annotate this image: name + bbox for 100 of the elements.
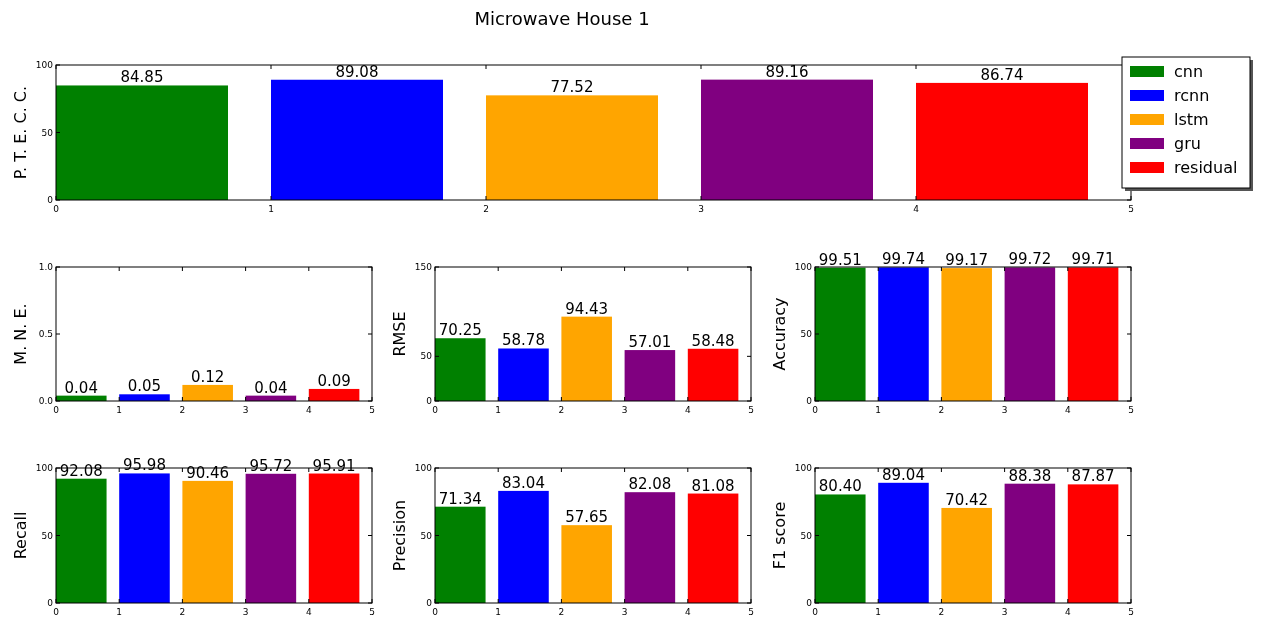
bar — [1067, 484, 1119, 603]
bar — [687, 493, 739, 603]
data-label: 88.38 — [1008, 466, 1052, 485]
x-tick-label: 5 — [1128, 405, 1134, 415]
y-tick-label: 50 — [800, 530, 813, 541]
data-label: 99.51 — [818, 250, 862, 269]
bar — [561, 525, 612, 603]
bar — [435, 338, 486, 401]
chart-title: Microwave House 1 — [474, 8, 650, 29]
bar — [624, 350, 676, 401]
bar — [182, 480, 233, 603]
data-label: 90.46 — [186, 463, 230, 482]
x-tick-label: 4 — [913, 204, 920, 214]
data-label: 80.40 — [818, 477, 862, 496]
x-tick-label: 5 — [369, 607, 375, 617]
bar — [941, 507, 992, 603]
data-label: 95.72 — [249, 456, 293, 475]
y-axis-title: Recall — [11, 511, 30, 560]
x-tick-label: 4 — [305, 405, 312, 415]
x-tick-label: 3 — [621, 607, 628, 617]
data-label: 0.04 — [64, 378, 98, 397]
legend-label: lstm — [1174, 110, 1209, 129]
data-label: 89.04 — [882, 465, 925, 484]
y-tick-label: 100 — [794, 463, 813, 473]
data-label: 95.98 — [123, 456, 166, 475]
y-tick-label: 50 — [41, 530, 54, 541]
x-tick-label: 4 — [1064, 607, 1071, 617]
x-tick-label: 3 — [621, 405, 628, 415]
bar — [878, 482, 929, 603]
x-tick-label: 1 — [495, 607, 502, 617]
x-tick-label: 2 — [938, 405, 945, 415]
data-label: 77.52 — [550, 78, 594, 97]
x-tick-label: 2 — [179, 607, 186, 617]
data-label: 99.17 — [945, 251, 989, 270]
x-tick-label: 5 — [369, 405, 375, 415]
data-label: 0.12 — [190, 367, 225, 386]
x-tick-label: 2 — [558, 405, 565, 415]
y-tick-label: 100 — [794, 262, 813, 272]
y-tick-label: 0 — [426, 396, 433, 406]
bar — [435, 506, 486, 603]
x-tick-label: 5 — [748, 607, 754, 617]
bar — [561, 316, 612, 401]
data-label: 0.04 — [254, 378, 288, 397]
x-tick-label: 5 — [1128, 607, 1134, 617]
y-tick-label: 0.0 — [38, 396, 54, 406]
x-tick-label: 2 — [483, 204, 489, 214]
x-tick-label: 2 — [558, 607, 565, 617]
data-label: 86.74 — [980, 65, 1024, 84]
data-label: 89.16 — [765, 62, 809, 81]
data-label: 82.08 — [628, 475, 672, 494]
y-tick-label: 50 — [41, 127, 54, 138]
bar — [1004, 483, 1056, 603]
x-tick-label: 4 — [305, 607, 312, 617]
x-tick-label: 3 — [1001, 405, 1008, 415]
x-tick-label: 4 — [684, 405, 691, 415]
legend-label: cnn — [1174, 62, 1204, 81]
y-tick-label: 100 — [35, 60, 54, 70]
data-label: 57.01 — [628, 333, 672, 352]
y-axis-title: M. N. E. — [11, 303, 30, 365]
bar — [815, 494, 866, 603]
data-label: 83.04 — [502, 473, 545, 492]
y-tick-label: 150 — [414, 262, 433, 272]
y-axis-title: F1 score — [770, 501, 789, 570]
data-label: 92.08 — [59, 461, 103, 480]
x-tick-label: 1 — [495, 405, 502, 415]
data-label: 70.25 — [438, 321, 482, 340]
data-label: 99.74 — [882, 250, 925, 269]
x-tick-label: 1 — [875, 405, 882, 415]
data-label: 0.05 — [127, 377, 162, 396]
data-label: 70.42 — [945, 490, 989, 509]
x-tick-label: 1 — [116, 607, 123, 617]
x-tick-label: 5 — [748, 405, 754, 415]
y-axis-title: RMSE — [390, 311, 409, 357]
y-tick-label: 0 — [47, 195, 54, 205]
data-label: 58.78 — [502, 331, 545, 350]
y-tick-label: 0 — [426, 598, 433, 608]
data-label: 81.08 — [691, 476, 735, 495]
bar — [687, 348, 739, 401]
x-tick-label: 1 — [875, 607, 882, 617]
data-label: 89.08 — [335, 62, 379, 81]
legend-label: rcnn — [1174, 86, 1210, 105]
bar — [308, 473, 360, 603]
y-tick-label: 50 — [800, 329, 813, 339]
x-tick-label: 5 — [1128, 204, 1134, 214]
bar — [498, 490, 549, 603]
y-tick-label: 0 — [47, 598, 54, 608]
x-tick-label: 1 — [116, 405, 123, 415]
bar — [56, 478, 107, 603]
x-tick-label: 3 — [242, 405, 249, 415]
bar — [119, 473, 170, 603]
legend-label: residual — [1174, 158, 1238, 177]
data-label: 99.71 — [1071, 250, 1115, 269]
y-tick-label: 100 — [35, 463, 54, 473]
x-tick-label: 2 — [179, 405, 186, 415]
data-label: 71.34 — [438, 489, 482, 508]
bar — [245, 473, 297, 603]
x-tick-label: 3 — [242, 607, 249, 617]
data-label: 87.87 — [1071, 467, 1115, 486]
y-tick-label: 0 — [806, 396, 813, 406]
bar — [498, 348, 549, 401]
